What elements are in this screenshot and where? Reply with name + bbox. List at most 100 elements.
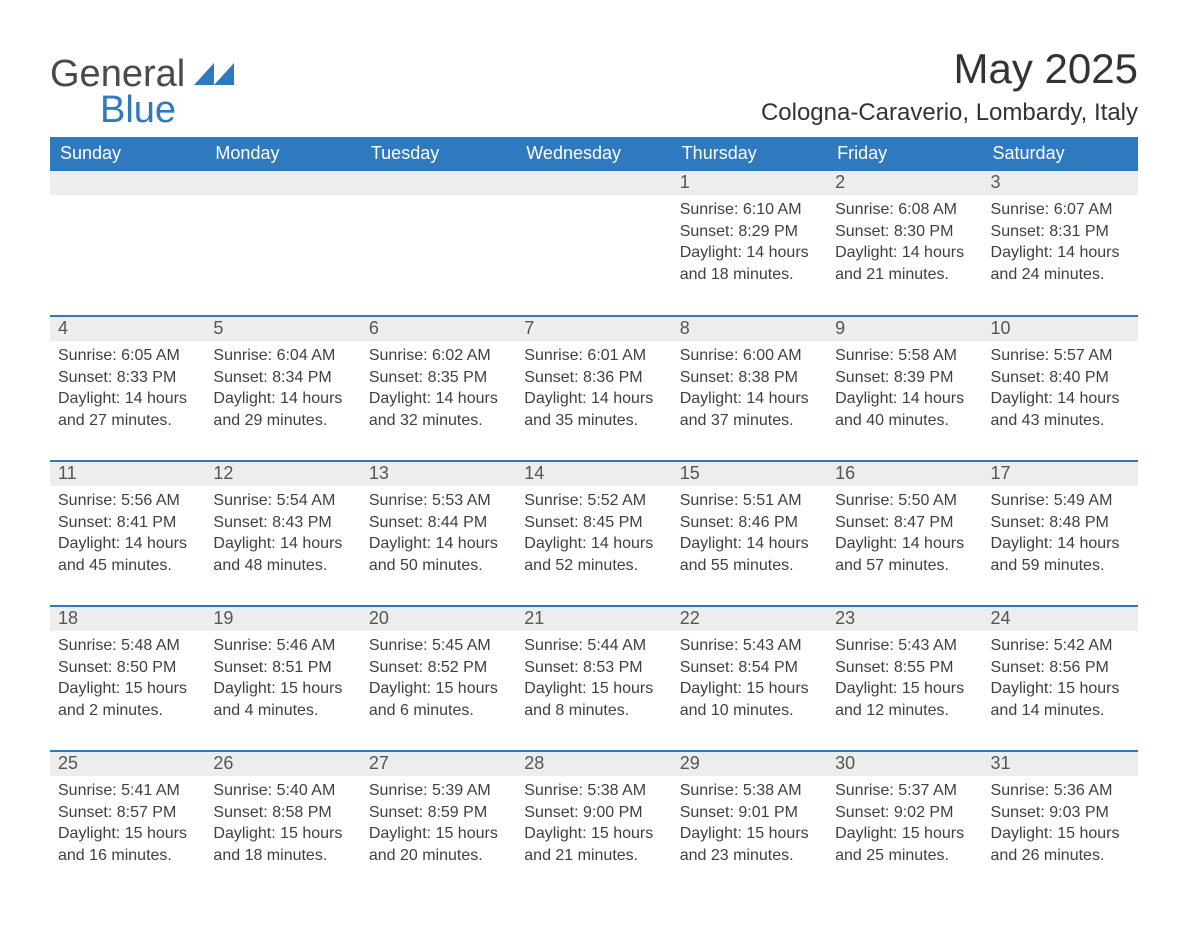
- daylight-line: Daylight: 15 hours and 14 minutes.: [991, 678, 1130, 721]
- sunset-value: 8:33 PM: [117, 369, 177, 386]
- sunset-line: Sunset: 8:51 PM: [213, 657, 352, 679]
- day-number: 2: [827, 171, 982, 195]
- day-header: Friday: [827, 137, 982, 171]
- daylight-line: Daylight: 14 hours and 18 minutes.: [680, 242, 819, 285]
- day-number: 18: [50, 607, 205, 631]
- sunrise-label: Sunrise:: [991, 637, 1050, 654]
- sunset-value: 8:40 PM: [1049, 369, 1109, 386]
- calendar-cell: 18Sunrise: 5:48 AMSunset: 8:50 PMDayligh…: [50, 606, 205, 751]
- calendar-cell: 17Sunrise: 5:49 AMSunset: 8:48 PMDayligh…: [983, 461, 1138, 606]
- sunrise-line: Sunrise: 5:43 AM: [835, 635, 974, 657]
- calendar-week-row: 18Sunrise: 5:48 AMSunset: 8:50 PMDayligh…: [50, 606, 1138, 751]
- calendar-cell: 23Sunrise: 5:43 AMSunset: 8:55 PMDayligh…: [827, 606, 982, 751]
- day-details: Sunrise: 5:37 AMSunset: 9:02 PMDaylight:…: [827, 776, 982, 872]
- daylight-label: Daylight:: [369, 390, 431, 407]
- sunrise-value: 6:10 AM: [743, 201, 802, 218]
- sunrise-value: 5:39 AM: [432, 782, 491, 799]
- calendar-cell: 24Sunrise: 5:42 AMSunset: 8:56 PMDayligh…: [983, 606, 1138, 751]
- day-details: Sunrise: 5:40 AMSunset: 8:58 PMDaylight:…: [205, 776, 360, 872]
- sunset-line: Sunset: 8:54 PM: [680, 657, 819, 679]
- sunset-line: Sunset: 9:02 PM: [835, 802, 974, 824]
- daylight-line: Daylight: 14 hours and 43 minutes.: [991, 388, 1130, 431]
- day-details: Sunrise: 6:02 AMSunset: 8:35 PMDaylight:…: [361, 341, 516, 437]
- day-details: Sunrise: 5:52 AMSunset: 8:45 PMDaylight:…: [516, 486, 671, 582]
- daylight-label: Daylight:: [991, 390, 1053, 407]
- sunrise-label: Sunrise:: [58, 347, 117, 364]
- day-number: 10: [983, 317, 1138, 341]
- day-number: 3: [983, 171, 1138, 195]
- day-details: Sunrise: 6:08 AMSunset: 8:30 PMDaylight:…: [827, 195, 982, 291]
- sunset-label: Sunset:: [991, 369, 1045, 386]
- sunset-label: Sunset:: [213, 804, 267, 821]
- daylight-line: Daylight: 14 hours and 27 minutes.: [58, 388, 197, 431]
- sunrise-value: 5:43 AM: [743, 637, 802, 654]
- sunrise-label: Sunrise:: [213, 637, 272, 654]
- brand-logo: General Blue: [50, 55, 234, 129]
- sunset-value: 8:53 PM: [583, 659, 643, 676]
- calendar-cell: [50, 171, 205, 316]
- day-number-bar: [205, 171, 360, 195]
- daylight-line: Daylight: 15 hours and 25 minutes.: [835, 823, 974, 866]
- sunset-line: Sunset: 8:36 PM: [524, 367, 663, 389]
- sunrise-value: 5:37 AM: [898, 782, 957, 799]
- sunrise-value: 6:01 AM: [587, 347, 646, 364]
- sunrise-value: 6:00 AM: [743, 347, 802, 364]
- daylight-line: Daylight: 14 hours and 48 minutes.: [213, 533, 352, 576]
- day-details: Sunrise: 5:56 AMSunset: 8:41 PMDaylight:…: [50, 486, 205, 582]
- sunset-line: Sunset: 8:59 PM: [369, 802, 508, 824]
- sunset-label: Sunset:: [835, 514, 889, 531]
- daylight-line: Daylight: 14 hours and 21 minutes.: [835, 242, 974, 285]
- daylight-label: Daylight:: [213, 535, 275, 552]
- sunrise-value: 5:38 AM: [587, 782, 646, 799]
- sunrise-label: Sunrise:: [524, 492, 583, 509]
- daylight-line: Daylight: 14 hours and 29 minutes.: [213, 388, 352, 431]
- sunrise-value: 6:08 AM: [898, 201, 957, 218]
- sunrise-value: 6:05 AM: [121, 347, 180, 364]
- day-number: 5: [205, 317, 360, 341]
- sunset-label: Sunset:: [369, 514, 423, 531]
- sunrise-label: Sunrise:: [213, 782, 272, 799]
- calendar-cell: 5Sunrise: 6:04 AMSunset: 8:34 PMDaylight…: [205, 316, 360, 461]
- daylight-label: Daylight:: [213, 390, 275, 407]
- sunrise-line: Sunrise: 5:49 AM: [991, 490, 1130, 512]
- calendar-cell: 28Sunrise: 5:38 AMSunset: 9:00 PMDayligh…: [516, 751, 671, 896]
- sunset-label: Sunset:: [991, 659, 1045, 676]
- calendar-week-row: 25Sunrise: 5:41 AMSunset: 8:57 PMDayligh…: [50, 751, 1138, 896]
- daylight-label: Daylight:: [58, 390, 120, 407]
- sunrise-line: Sunrise: 5:45 AM: [369, 635, 508, 657]
- page-header: General Blue May 2025 Cologna-Caraverio,…: [50, 45, 1138, 129]
- sunrise-label: Sunrise:: [835, 347, 894, 364]
- sunset-label: Sunset:: [835, 804, 889, 821]
- calendar-cell: 9Sunrise: 5:58 AMSunset: 8:39 PMDaylight…: [827, 316, 982, 461]
- calendar-cell: 21Sunrise: 5:44 AMSunset: 8:53 PMDayligh…: [516, 606, 671, 751]
- sunrise-value: 5:51 AM: [743, 492, 802, 509]
- sunrise-label: Sunrise:: [835, 492, 894, 509]
- sunset-label: Sunset:: [680, 369, 734, 386]
- sunset-line: Sunset: 8:57 PM: [58, 802, 197, 824]
- sunset-value: 8:54 PM: [738, 659, 798, 676]
- sunrise-label: Sunrise:: [369, 782, 428, 799]
- day-details: Sunrise: 6:01 AMSunset: 8:36 PMDaylight:…: [516, 341, 671, 437]
- day-number: 20: [361, 607, 516, 631]
- day-number: 16: [827, 462, 982, 486]
- day-header: Sunday: [50, 137, 205, 171]
- sunset-line: Sunset: 8:48 PM: [991, 512, 1130, 534]
- day-details: Sunrise: 5:57 AMSunset: 8:40 PMDaylight:…: [983, 341, 1138, 437]
- daylight-line: Daylight: 14 hours and 37 minutes.: [680, 388, 819, 431]
- sunset-value: 8:50 PM: [117, 659, 177, 676]
- day-number: 26: [205, 752, 360, 776]
- sunset-label: Sunset:: [213, 514, 267, 531]
- sunrise-value: 5:40 AM: [277, 782, 336, 799]
- sunrise-line: Sunrise: 5:51 AM: [680, 490, 819, 512]
- day-header: Saturday: [983, 137, 1138, 171]
- sunset-label: Sunset:: [58, 369, 112, 386]
- day-details: Sunrise: 5:41 AMSunset: 8:57 PMDaylight:…: [50, 776, 205, 872]
- sunset-value: 8:55 PM: [894, 659, 954, 676]
- day-details: Sunrise: 5:46 AMSunset: 8:51 PMDaylight:…: [205, 631, 360, 727]
- sunrise-line: Sunrise: 5:39 AM: [369, 780, 508, 802]
- sunset-value: 8:29 PM: [738, 223, 798, 240]
- sunset-label: Sunset:: [680, 804, 734, 821]
- sunset-line: Sunset: 8:30 PM: [835, 221, 974, 243]
- sunset-line: Sunset: 8:39 PM: [835, 367, 974, 389]
- sunrise-value: 5:56 AM: [121, 492, 180, 509]
